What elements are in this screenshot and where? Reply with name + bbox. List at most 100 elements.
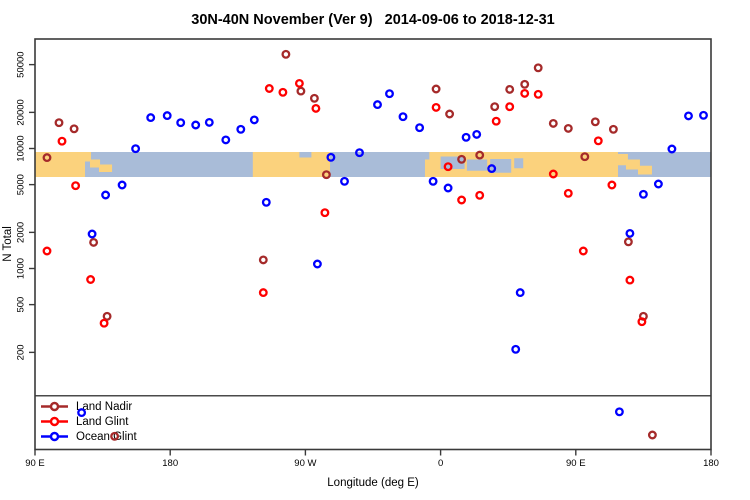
data-point — [191, 120, 201, 130]
band-land-patch — [625, 159, 640, 170]
data-point — [221, 135, 231, 145]
data-point — [57, 136, 67, 146]
data-point — [638, 189, 648, 199]
data-point — [699, 110, 708, 120]
data-point — [89, 237, 99, 247]
data-points — [42, 49, 708, 441]
data-point — [475, 150, 485, 160]
y-tick-label: 500 — [16, 297, 27, 313]
data-point — [249, 115, 259, 125]
x-tick-label: 90 E — [566, 458, 586, 469]
data-point — [443, 162, 453, 172]
band-land-patch — [618, 154, 628, 166]
legend-marker-circle — [49, 401, 60, 412]
data-point — [548, 169, 558, 179]
data-point — [99, 318, 109, 328]
data-point — [101, 190, 111, 200]
legend-marker-circle — [49, 431, 60, 442]
data-point — [326, 152, 336, 162]
data-point — [321, 170, 331, 180]
data-point — [505, 84, 515, 94]
data-point — [637, 317, 647, 327]
data-point — [258, 255, 268, 265]
data-point — [373, 100, 382, 110]
band-sea-patch — [466, 159, 488, 171]
data-point — [431, 84, 441, 94]
data-point — [520, 88, 530, 98]
legend-markers — [41, 401, 68, 442]
data-point — [131, 144, 141, 154]
y-tick-label: 200 — [16, 344, 27, 360]
band-land-patch — [637, 165, 652, 175]
x-tick-label: 180 — [162, 458, 178, 469]
band-sea-patch — [299, 152, 312, 158]
data-point — [312, 259, 322, 269]
y-tick-label: 2000 — [16, 222, 27, 243]
data-point — [431, 102, 441, 112]
data-point — [86, 275, 96, 284]
data-point — [533, 63, 543, 73]
data-point — [42, 246, 52, 256]
band-land-patch — [77, 152, 92, 162]
data-point — [102, 311, 112, 321]
data-point — [309, 93, 319, 103]
legend-label-ocean-glint: Ocean Glint — [76, 431, 138, 443]
data-point — [443, 183, 453, 193]
data-point — [625, 275, 635, 285]
data-point — [491, 116, 501, 126]
data-point — [472, 129, 482, 139]
x-axis-title: Longitude (deg E) — [327, 477, 419, 489]
data-point — [258, 288, 268, 298]
data-point — [176, 118, 186, 128]
legend-marker-circle — [49, 416, 60, 427]
data-point — [281, 49, 291, 59]
data-point — [563, 123, 573, 133]
data-point — [264, 84, 274, 93]
data-point — [236, 124, 246, 134]
band-sea-patch — [420, 152, 430, 160]
data-point — [623, 237, 633, 247]
data-point — [54, 118, 64, 128]
data-point — [625, 228, 635, 238]
data-point — [578, 246, 588, 256]
data-point — [505, 102, 515, 112]
data-point — [428, 176, 438, 186]
data-point — [667, 144, 677, 154]
band-land — [252, 152, 331, 177]
data-point — [520, 79, 530, 89]
data-point — [487, 164, 497, 174]
data-point — [590, 117, 600, 127]
y-tick-label: 50000 — [16, 51, 27, 77]
x-tick-label: 90 E — [25, 458, 45, 469]
data-point — [490, 102, 500, 112]
data-point — [340, 176, 349, 186]
y-axis-title: N Total — [2, 226, 14, 262]
data-point — [461, 132, 471, 142]
data-point — [457, 195, 467, 205]
data-point — [563, 188, 573, 198]
data-point — [533, 89, 543, 99]
data-point — [261, 197, 271, 207]
data-point — [457, 154, 467, 164]
data-point — [204, 117, 214, 127]
data-point — [684, 111, 693, 121]
data-point — [515, 288, 525, 298]
chart-title: 30N-40N November (Ver 9) 2014-09-06 to 2… — [191, 12, 555, 28]
data-point — [614, 407, 624, 417]
data-point — [415, 123, 425, 133]
axes: 90 E 180 90 W 0 90 E 180 50000 20000 10000 5000 20… — [16, 38, 719, 469]
data-point — [42, 153, 52, 163]
y-tick-label: 1000 — [16, 258, 27, 279]
data-point — [320, 208, 330, 218]
legend-label-land-nadir: Land Nadir — [76, 401, 132, 413]
data-point — [296, 86, 306, 96]
data-point — [647, 430, 657, 440]
data-point — [398, 112, 408, 122]
band-land — [35, 152, 86, 177]
data-point — [117, 180, 127, 190]
data-point — [580, 152, 590, 162]
data-point — [146, 113, 156, 123]
y-tick-label: 20000 — [16, 99, 27, 125]
